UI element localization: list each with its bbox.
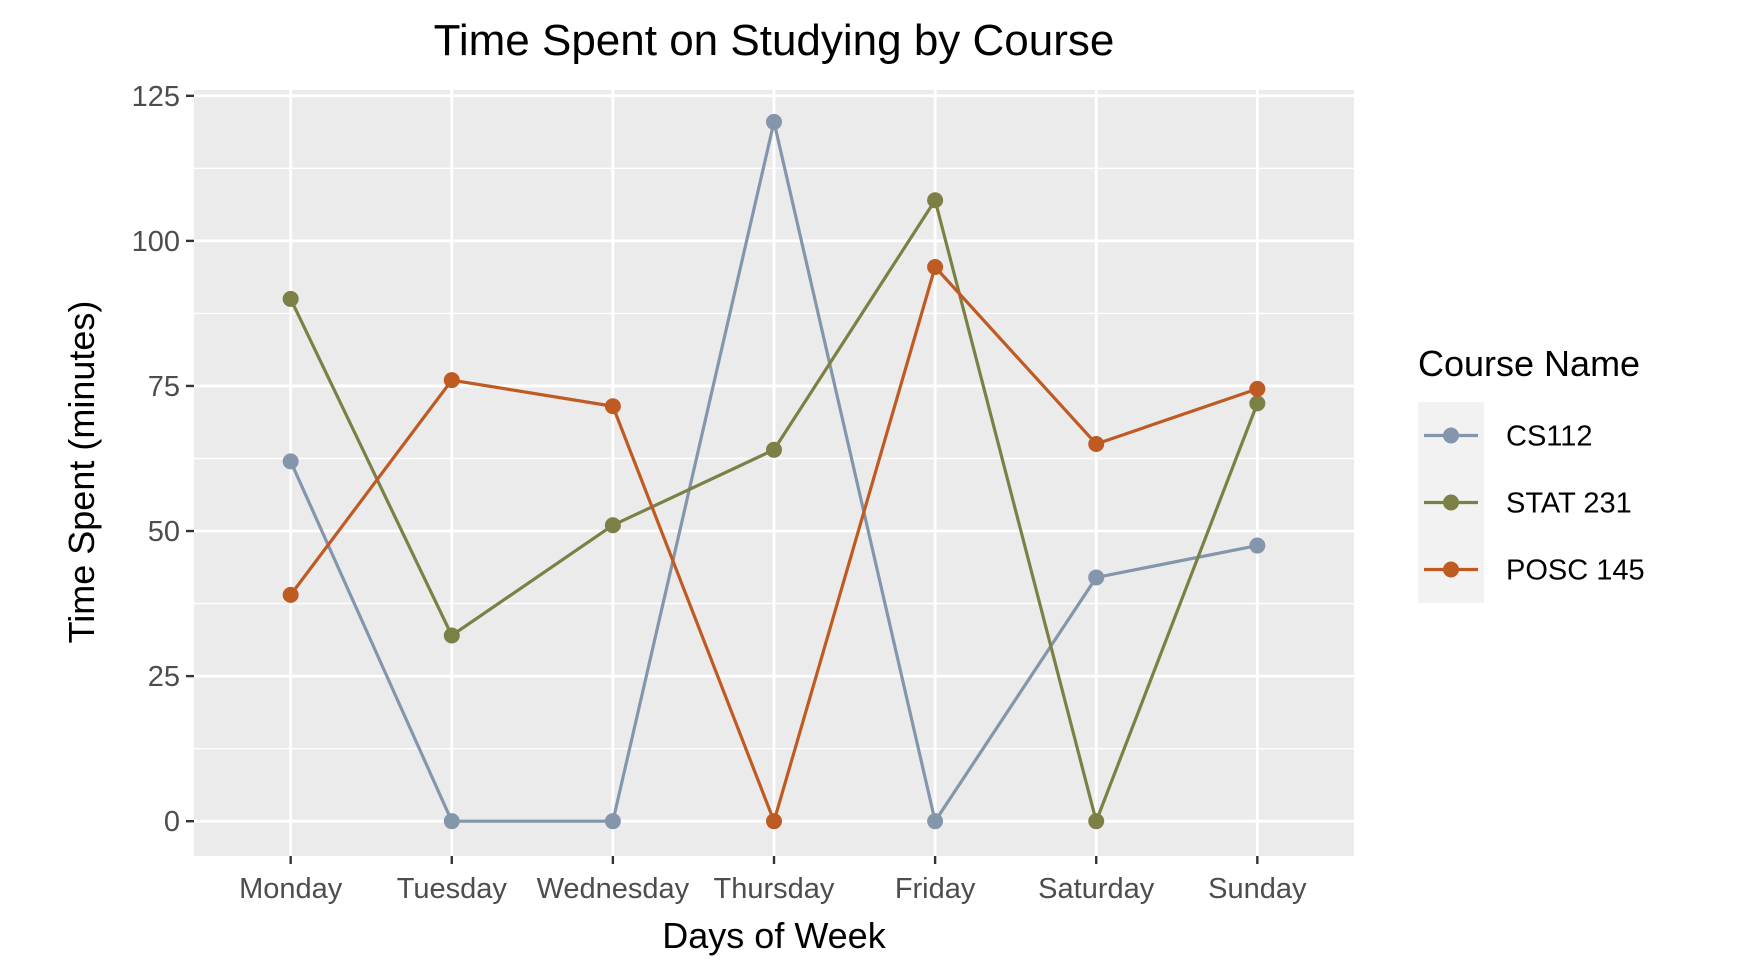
y-tick-label: 125 — [132, 81, 180, 113]
x-tick-label: Wednesday — [537, 873, 690, 905]
x-tick-label: Sunday — [1208, 873, 1307, 905]
x-axis: Monday Tuesday Wednesday Thursday Friday Satu… — [239, 856, 1307, 905]
legend-label: STAT 231 — [1506, 488, 1632, 520]
x-axis-title: Days of Week — [662, 915, 886, 956]
y-tick-label: 0 — [164, 806, 180, 838]
data-point — [443, 627, 460, 644]
data-point — [1249, 537, 1266, 554]
chart-title: Time Spent on Studying by Course — [434, 16, 1115, 65]
x-tick-label: Friday — [895, 873, 976, 905]
data-point — [443, 372, 460, 389]
legend-key-point — [1443, 561, 1459, 578]
legend-label: POSC 145 — [1506, 555, 1645, 587]
series — [282, 258, 1266, 830]
data-point — [927, 813, 944, 830]
y-tick-label: 25 — [148, 661, 180, 693]
series — [282, 113, 1266, 830]
x-tick-label: Thursday — [714, 873, 835, 905]
legend-label: CS112 — [1506, 421, 1593, 453]
series — [282, 192, 1266, 830]
data-point — [282, 290, 299, 307]
data-point — [604, 813, 621, 830]
legend-title: Course Name — [1418, 343, 1640, 384]
series-layer — [282, 113, 1266, 830]
data-point — [1088, 569, 1105, 586]
data-point — [1249, 395, 1266, 412]
data-point — [927, 258, 944, 275]
y-tick-label: 75 — [148, 371, 180, 403]
data-point — [282, 453, 299, 470]
legend-key-point — [1443, 427, 1459, 444]
data-point — [766, 441, 782, 458]
gridlines — [194, 90, 1354, 856]
data-point — [282, 586, 299, 603]
data-point — [1088, 435, 1105, 452]
data-point — [1088, 813, 1105, 830]
y-axis-title: Time Spent (minutes) — [61, 301, 102, 644]
data-point — [1249, 380, 1266, 397]
y-tick-label: 50 — [148, 516, 180, 548]
x-tick-label: Tuesday — [397, 873, 508, 905]
data-point — [604, 517, 621, 534]
y-axis: 0 25 50 75 100 125 — [132, 81, 194, 838]
x-tick-label: Saturday — [1038, 873, 1155, 905]
data-point — [766, 113, 782, 130]
data-point — [927, 192, 944, 209]
data-point — [766, 813, 782, 830]
y-tick-label: 100 — [132, 226, 180, 258]
data-point — [443, 813, 460, 830]
legend-key-point — [1443, 494, 1459, 511]
data-point — [604, 398, 621, 415]
x-tick-label: Monday — [239, 873, 343, 905]
legend: Course Name CS112 STAT 231 POSC 145 — [1418, 343, 1645, 603]
